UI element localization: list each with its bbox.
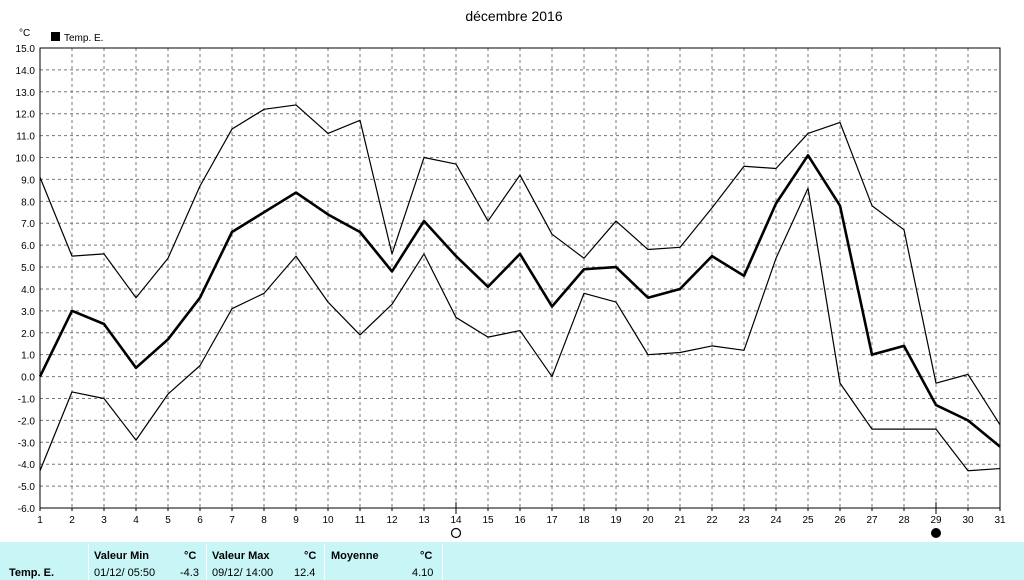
y-tick-label: 10.0	[16, 154, 36, 165]
x-tick-label: 28	[898, 515, 910, 526]
y-axis-ticks: 15.0 14.0 13.0 12.0 11.0 10.0 9.0 8.0 7.0 6.0 5.0 4…	[16, 44, 36, 515]
series-line-max	[39, 104, 1001, 426]
grid	[40, 48, 1000, 508]
x-tick-label: 18	[578, 515, 590, 526]
x-tick-label: 13	[418, 515, 430, 526]
x-tick-label: 11	[355, 515, 366, 526]
min-value: -4.3	[180, 567, 199, 579]
series-line-min	[39, 187, 1001, 472]
x-tick-label: 4	[133, 515, 139, 526]
x-tick-label: 22	[706, 515, 718, 526]
y-tick-label: -2.0	[18, 416, 36, 427]
x-tick-label: 10	[322, 515, 334, 526]
x-tick-label: 29	[930, 515, 942, 526]
x-tick-label: 15	[482, 515, 494, 526]
divider	[324, 544, 325, 580]
x-tick-label: 19	[610, 515, 622, 526]
moon-phases	[450, 502, 941, 539]
x-tick-label: 3	[101, 515, 107, 526]
temperature-chart: décembre 2016 °C Temp. E. 15.014.013.012…	[16, 8, 1006, 539]
x-tick-label: 14	[450, 515, 462, 526]
min-unit: °C	[184, 550, 197, 562]
full-moon-icon	[450, 527, 462, 539]
x-tick-label: 27	[866, 515, 878, 526]
legend-label: Temp. E.	[64, 33, 103, 44]
y-tick-label: 11.0	[16, 132, 35, 143]
series-lines	[38, 104, 1001, 472]
y-tick-label: 12.0	[16, 110, 36, 121]
max-datetime: 09/12/ 14:00	[212, 567, 274, 579]
avg-value: 4.10	[412, 567, 434, 579]
x-tick-label: 23	[738, 515, 750, 526]
series-line-mean	[38, 154, 1001, 448]
y-tick-label: -3.0	[18, 438, 36, 449]
y-tick-label: 13.0	[16, 88, 36, 99]
x-tick-label: 8	[261, 515, 267, 526]
y-tick-label: -4.0	[18, 460, 36, 471]
max-unit: °C	[304, 550, 317, 562]
y-tick-label: 9.0	[21, 175, 35, 186]
x-tick-label: 5	[165, 515, 171, 526]
x-tick-label: 6	[197, 515, 203, 526]
x-axis-ticks: 1 2 3 4 5 6 7 8 9 10 11 12 13 14 15 16 17 18 19 20 21 22 23 24 2…	[37, 508, 1006, 526]
y-tick-label: 15.0	[16, 44, 36, 55]
x-tick-label: 20	[642, 515, 654, 526]
x-tick-label: 1	[37, 515, 43, 526]
x-tick-label: 21	[674, 515, 686, 526]
y-tick-label: -6.0	[18, 504, 36, 515]
y-tick-label: 1.0	[21, 351, 35, 362]
y-tick-label: 5.0	[21, 263, 35, 274]
y-tick-label: 4.0	[21, 285, 35, 296]
x-tick-label: 2	[69, 515, 75, 526]
y-tick-label: 14.0	[16, 66, 36, 77]
y-tick-label: 3.0	[21, 307, 35, 318]
x-tick-label: 30	[962, 515, 974, 526]
statistics-panel: Temp. E. Valeur Min °C 01/12/ 05:50 -4.3…	[0, 542, 1024, 580]
x-tick-label: 16	[514, 515, 526, 526]
x-tick-label: 17	[546, 515, 558, 526]
y-tick-label: 0.0	[21, 373, 35, 384]
chart-title: décembre 2016	[465, 8, 563, 24]
x-tick-label: 9	[293, 515, 299, 526]
x-tick-label: 25	[802, 515, 814, 526]
min-datetime: 01/12/ 05:50	[94, 567, 156, 579]
x-tick-label: 31	[994, 515, 1006, 526]
new-moon-icon	[931, 528, 941, 538]
y-tick-label: 6.0	[21, 241, 35, 252]
stats-row-label: Temp. E.	[9, 567, 55, 579]
divider	[442, 544, 443, 580]
avg-header: Moyenne	[331, 550, 379, 562]
y-axis-unit: °C	[19, 28, 30, 39]
y-tick-label: -1.0	[18, 394, 36, 405]
y-tick-label: 8.0	[21, 197, 35, 208]
y-tick-label: 7.0	[21, 219, 35, 230]
legend-swatch	[51, 32, 60, 41]
x-tick-label: 26	[834, 515, 846, 526]
x-tick-label: 12	[386, 515, 398, 526]
x-tick-label: 24	[770, 515, 782, 526]
y-tick-label: 2.0	[21, 329, 35, 340]
avg-unit: °C	[420, 550, 433, 562]
divider	[88, 544, 89, 580]
min-header: Valeur Min	[94, 550, 150, 562]
x-tick-label: 7	[229, 515, 235, 526]
y-tick-label: -5.0	[18, 482, 36, 493]
max-header: Valeur Max	[212, 550, 270, 562]
divider	[206, 544, 207, 580]
max-value: 12.4	[294, 567, 316, 579]
